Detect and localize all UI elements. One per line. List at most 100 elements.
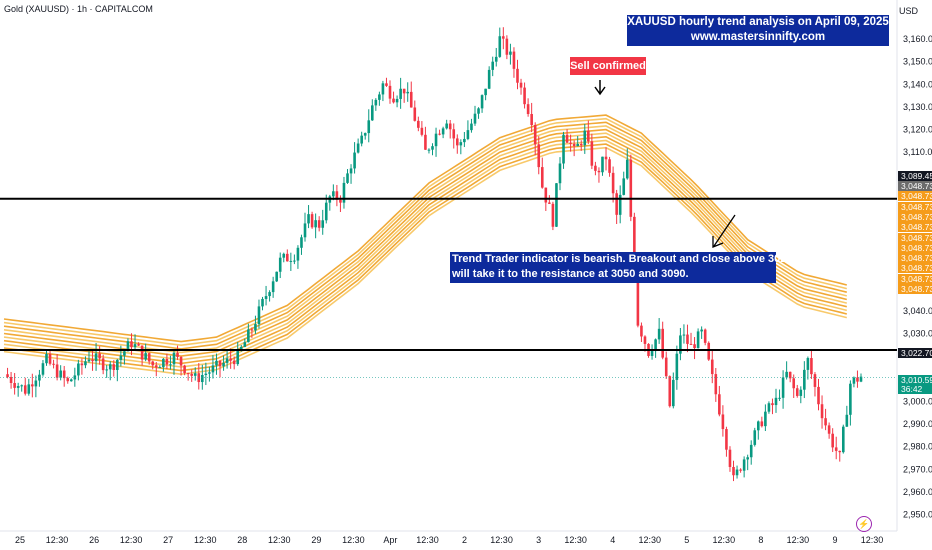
candle-body <box>459 142 463 146</box>
candle-body <box>16 386 20 388</box>
candle-body <box>689 343 693 345</box>
candle-body <box>636 274 640 326</box>
candle-body <box>278 257 282 272</box>
candle-body <box>533 125 537 145</box>
candle-body <box>608 159 611 173</box>
breakout-arrow-icon <box>712 214 736 248</box>
candle-body <box>767 403 771 412</box>
y-tick-label: 3,110.00 <box>903 147 932 157</box>
candle-body <box>31 384 34 387</box>
y-tick-label: 2,950.00 <box>903 510 932 520</box>
x-tick-label: 12:30 <box>416 535 439 545</box>
ribbon-price-tag: 3,048.73 <box>898 263 932 274</box>
candle-body <box>696 331 700 349</box>
y-tick-label: 3,000.00 <box>903 396 932 406</box>
x-tick-label: 12:30 <box>564 535 587 545</box>
candle-body <box>409 91 413 108</box>
candle-body <box>271 281 275 293</box>
candle-body <box>746 457 749 460</box>
candle-body <box>317 220 321 228</box>
candle-body <box>34 380 38 387</box>
candle-body <box>360 135 363 144</box>
candle-body <box>417 120 420 128</box>
candle-body <box>367 120 371 134</box>
candle-body <box>838 450 842 453</box>
x-tick-label: 12:30 <box>787 535 810 545</box>
x-tick-label: Apr <box>383 535 397 545</box>
ribbon-price-tag: 3,048.73 <box>898 242 932 253</box>
x-tick-label: 2 <box>462 535 467 545</box>
candle-body <box>742 459 746 471</box>
ribbon-band-4 <box>3 132 847 361</box>
candle-body <box>186 373 190 375</box>
sell-confirmed-label: Sell confirmed <box>570 57 646 75</box>
candle-body <box>583 130 587 146</box>
candle-body <box>332 191 335 197</box>
candle-body <box>526 104 530 115</box>
ribbon-price-tag: 3,048.73 <box>898 181 932 191</box>
candle-body <box>679 335 682 354</box>
candle-body <box>413 107 417 121</box>
candle-body <box>250 329 254 331</box>
ribbon-band-9 <box>3 114 847 343</box>
candle-body <box>771 403 774 406</box>
ribbon-band-0 <box>3 146 847 376</box>
x-tick-label: 27 <box>163 535 173 545</box>
candle-body <box>753 430 757 445</box>
candle-body <box>45 354 48 364</box>
candle-body <box>62 370 66 379</box>
candle-body <box>225 358 229 363</box>
y-tick-label: 3,150.00 <box>903 57 932 67</box>
candle-body <box>69 379 73 382</box>
lightning-icon[interactable]: ⚡ <box>856 516 872 532</box>
candle-body <box>477 108 480 114</box>
candle-body <box>381 83 385 95</box>
candle-body <box>73 375 77 380</box>
price-tag-last: 3,010.59 <box>898 375 932 385</box>
candle-body <box>420 127 424 135</box>
ribbon-band-6 <box>3 125 847 354</box>
ribbon-price-tag: 3,048.73 <box>898 222 932 233</box>
candle-body <box>806 358 810 370</box>
currency-label: USD <box>898 6 918 16</box>
candle-body <box>424 134 427 150</box>
candle-body <box>781 377 785 398</box>
candle-body <box>204 373 208 376</box>
candle-body <box>303 223 307 238</box>
candle-body <box>392 98 395 103</box>
candle-body <box>402 88 406 94</box>
candle-body <box>208 372 211 374</box>
candle-body <box>98 353 101 359</box>
candle-body <box>378 94 381 100</box>
candle-body <box>788 371 792 379</box>
candle-body <box>431 146 434 150</box>
y-tick-label: 3,120.00 <box>903 125 932 135</box>
x-tick-label: 12:30 <box>120 535 143 545</box>
candle-body <box>66 378 70 382</box>
candle-body <box>296 247 300 261</box>
trend-note-line2: will take it to the resistance at 3050 a… <box>452 268 689 280</box>
candle-body <box>562 134 565 164</box>
candle-body <box>579 143 583 146</box>
candle-body <box>463 138 466 143</box>
candle-body <box>218 360 222 367</box>
candle-body <box>466 130 470 139</box>
candle-body <box>774 397 778 406</box>
candle-body <box>509 51 512 55</box>
candle-body <box>615 193 618 215</box>
candle-body <box>551 203 555 227</box>
ribbon-price-tag: 3,048.73 <box>898 253 932 264</box>
ribbon-band-3 <box>3 135 847 365</box>
candle-body <box>827 425 831 434</box>
candle-body <box>643 336 647 344</box>
y-tick-label: 2,960.00 <box>903 487 932 497</box>
ribbon-price-tag: 3,048.73 <box>898 191 932 202</box>
candle-body <box>293 260 296 262</box>
candle-body <box>859 376 863 382</box>
candle-body <box>841 426 845 453</box>
y-tick-label: 2,990.00 <box>903 419 932 429</box>
candle-body <box>130 341 133 348</box>
candle-body <box>494 56 498 62</box>
candle-body <box>349 168 353 174</box>
